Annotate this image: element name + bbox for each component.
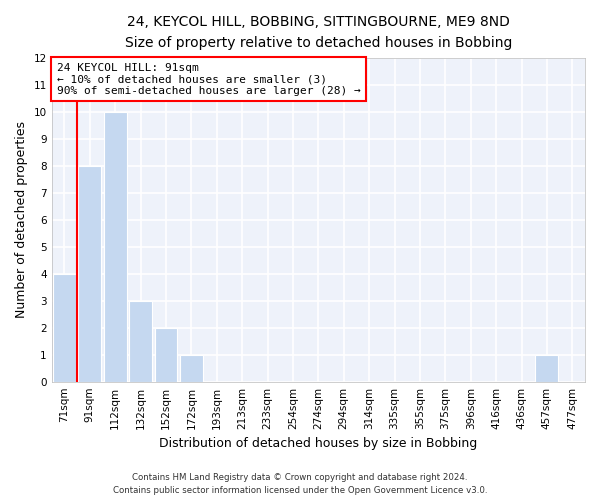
Text: 24 KEYCOL HILL: 91sqm
← 10% of detached houses are smaller (3)
90% of semi-detac: 24 KEYCOL HILL: 91sqm ← 10% of detached … [57,62,361,96]
Bar [79,166,101,382]
Bar [535,354,559,382]
Bar [104,112,127,382]
Bar [180,354,203,382]
Bar [129,300,152,382]
X-axis label: Distribution of detached houses by size in Bobbing: Distribution of detached houses by size … [159,437,478,450]
Title: 24, KEYCOL HILL, BOBBING, SITTINGBOURNE, ME9 8ND
Size of property relative to de: 24, KEYCOL HILL, BOBBING, SITTINGBOURNE,… [125,15,512,50]
Bar [155,328,178,382]
Text: Contains HM Land Registry data © Crown copyright and database right 2024.
Contai: Contains HM Land Registry data © Crown c… [113,474,487,495]
Y-axis label: Number of detached properties: Number of detached properties [15,121,28,318]
Bar [53,274,76,382]
